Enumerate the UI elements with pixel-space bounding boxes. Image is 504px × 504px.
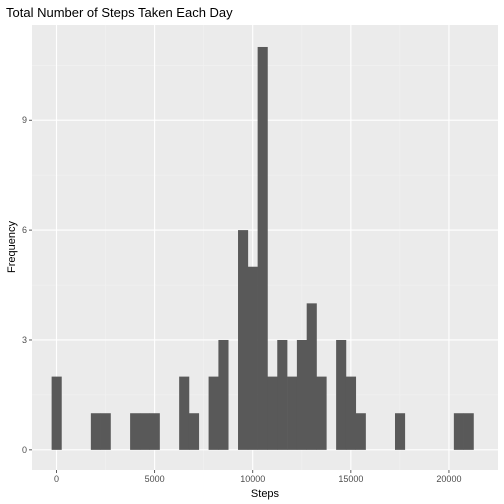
histogram-bar bbox=[218, 340, 228, 450]
histogram-bar bbox=[189, 413, 199, 450]
y-tick-label: 9 bbox=[22, 115, 27, 125]
x-tick-label: 5000 bbox=[145, 474, 165, 484]
histogram-bar bbox=[287, 377, 297, 450]
histogram-bar bbox=[209, 377, 219, 450]
histogram-bar bbox=[150, 413, 160, 450]
x-axis-title: Steps bbox=[251, 488, 280, 500]
y-tick-label: 0 bbox=[22, 445, 27, 455]
histogram-bar bbox=[52, 377, 62, 450]
histogram-bar bbox=[336, 340, 346, 450]
histogram-bar bbox=[297, 340, 307, 450]
x-tick-label: 10000 bbox=[240, 474, 265, 484]
y-tick-label: 3 bbox=[22, 335, 27, 345]
histogram-bar bbox=[267, 377, 277, 450]
histogram-bar bbox=[238, 230, 248, 450]
histogram-bar bbox=[454, 413, 464, 450]
histogram-bar bbox=[317, 377, 327, 450]
histogram-bar bbox=[91, 413, 101, 450]
histogram-bar bbox=[258, 47, 268, 450]
y-tick-label: 6 bbox=[22, 225, 27, 235]
x-tick-label: 15000 bbox=[338, 474, 363, 484]
x-tick-label: 0 bbox=[54, 474, 59, 484]
y-tick-labels: 0 3 6 9 bbox=[22, 115, 27, 455]
histogram-bar bbox=[248, 267, 258, 450]
x-tick-labels: 0 5000 10000 15000 20000 bbox=[54, 474, 461, 484]
chart-title: Total Number of Steps Taken Each Day bbox=[6, 5, 233, 20]
histogram-bar bbox=[101, 413, 111, 450]
histogram-bar bbox=[356, 413, 366, 450]
histogram-bar bbox=[179, 377, 189, 450]
x-tick-label: 20000 bbox=[436, 474, 461, 484]
histogram-bar bbox=[464, 413, 474, 450]
histogram-bar bbox=[140, 413, 150, 450]
histogram-bar bbox=[395, 413, 405, 450]
histogram-bar bbox=[277, 340, 287, 450]
histogram-bar bbox=[307, 303, 317, 450]
histogram-bar bbox=[130, 413, 140, 450]
y-axis-title: Frequency bbox=[6, 221, 18, 273]
histogram-bar bbox=[346, 377, 356, 450]
